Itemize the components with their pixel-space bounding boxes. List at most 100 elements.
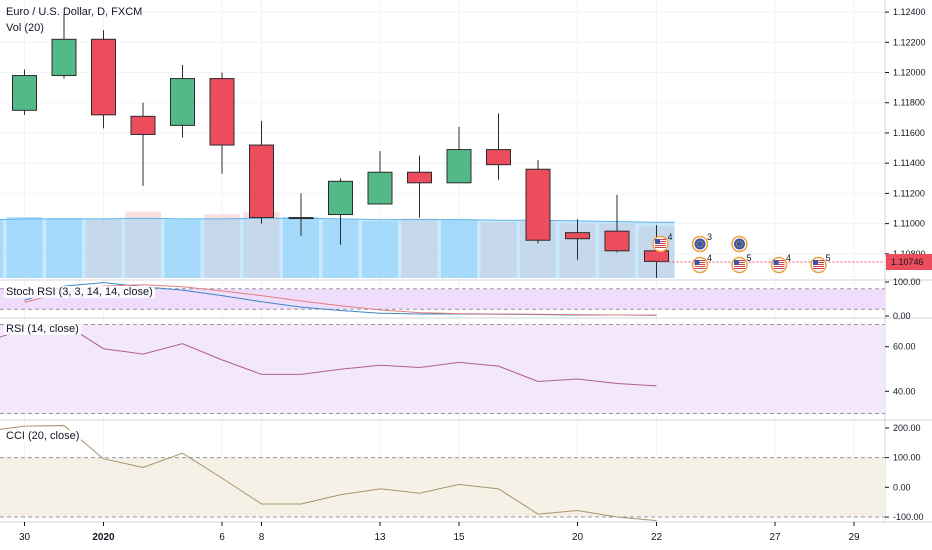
us-flag-icon: 4 <box>652 232 673 253</box>
us-flag-stripe <box>734 260 745 261</box>
y-tick-label: 1.11800 <box>893 98 925 108</box>
us-flag-stripe <box>734 266 745 267</box>
cci-y-tick-label: 100.00 <box>893 453 921 463</box>
stoch-rsi-y-tick-label: 100.00 <box>893 277 921 287</box>
us-flag-stripe <box>694 268 706 269</box>
rsi-legend: RSI (14, close) <box>4 323 81 335</box>
last-price-label: 1.10746 <box>891 257 924 267</box>
us-flag-canton <box>734 260 739 265</box>
volume-legend: Vol (20) <box>6 22 44 34</box>
candle-body <box>249 144 274 219</box>
x-tick-label: 15 <box>453 532 465 543</box>
candle-body <box>328 180 353 216</box>
y-tick-label: 1.12200 <box>893 37 926 47</box>
candle-body <box>486 149 511 166</box>
volume-bar <box>401 218 438 278</box>
candle-body <box>604 230 630 252</box>
x-tick-label: 13 <box>374 532 386 543</box>
candle-body <box>288 217 314 220</box>
volume-bar <box>441 219 477 278</box>
volume-bar <box>46 218 82 278</box>
x-tick-label: 6 <box>219 532 225 543</box>
volume-bar <box>125 211 161 278</box>
candle-body <box>407 171 432 184</box>
rsi-y-tick-label: 40.00 <box>893 386 916 396</box>
eu-stars <box>696 240 704 248</box>
x-tick-label: 29 <box>848 532 860 543</box>
us-flag-stripe <box>655 243 666 244</box>
candle-body <box>91 38 116 116</box>
cci-line <box>0 425 657 522</box>
eu-stars <box>736 240 743 248</box>
us-flag-icon: 4 <box>691 253 712 274</box>
us-flag-stripe <box>773 266 785 267</box>
stoch-rsi-legend: Stoch RSI (3, 3, 14, 14, close) <box>4 286 155 298</box>
candle-body <box>565 232 590 240</box>
us-flag-stripe <box>694 266 706 267</box>
us-flag-stripe <box>813 264 824 265</box>
x-tick-label: 30 <box>19 532 31 543</box>
us-flag-stripe <box>694 262 706 263</box>
event-count: 5 <box>747 253 752 263</box>
stoch-rsi-d-line <box>24 284 657 316</box>
volume-ma-area <box>0 218 675 278</box>
us-flag-stripe <box>813 260 824 261</box>
y-tick-label: 1.12000 <box>893 68 926 78</box>
candle-body <box>367 171 393 205</box>
us-flag-icon: 5 <box>731 253 752 274</box>
candle-body <box>130 115 156 135</box>
x-tick-label: 27 <box>769 532 781 543</box>
y-tick-label: 1.11200 <box>893 188 925 198</box>
candle-body <box>209 78 235 146</box>
us-flag-stripe <box>734 264 745 265</box>
event-count: 5 <box>826 253 831 263</box>
us-flag-stripe <box>813 268 824 269</box>
candle-body <box>170 78 195 126</box>
cci-band <box>0 457 885 518</box>
us-flag-stripe <box>655 245 666 246</box>
candle-body <box>446 149 472 184</box>
candle-body <box>51 38 77 77</box>
us-flag-stripe <box>734 262 745 263</box>
y-tick-label: 1.11400 <box>893 158 925 168</box>
y-tick-label: 1.10800 <box>893 249 926 259</box>
candle-body <box>525 168 551 241</box>
y-tick-label: 1.12400 <box>893 7 926 17</box>
stoch-rsi-y-tick-label: 0.00 <box>893 311 911 321</box>
x-tick-label: 8 <box>259 532 265 543</box>
us-flag-stripe <box>813 266 824 267</box>
cci-y-tick-label: 0.00 <box>893 482 911 492</box>
us-flag-stripe <box>694 260 706 261</box>
us-flag-stripe <box>694 264 706 265</box>
event-count: 4 <box>707 253 712 263</box>
y-tick-label: 1.11600 <box>893 128 925 138</box>
volume-bar <box>362 220 398 278</box>
us-flag-stripe <box>734 268 745 269</box>
eu-flag-icon: 3 <box>691 232 712 253</box>
us-flag-stripe <box>773 262 785 263</box>
us-flag-stripe <box>773 260 785 261</box>
eu-flag-disc <box>734 238 745 250</box>
us-flag-stripe <box>655 239 666 240</box>
event-count: 4 <box>668 232 673 242</box>
rsi-line <box>0 323 657 387</box>
us-flag-icon: 5 <box>810 253 831 274</box>
us-flag-canton <box>694 260 700 265</box>
volume-bar <box>85 219 122 278</box>
cci-y-tick-label: 200.00 <box>893 423 921 433</box>
us-flag-stripe <box>655 241 666 242</box>
eu-flag-disc <box>694 238 706 250</box>
rsi-y-tick-label: 60.00 <box>893 342 916 352</box>
x-tick-label: 20 <box>572 532 584 543</box>
volume-bar <box>164 219 201 278</box>
us-flag-icon: 4 <box>770 253 791 274</box>
us-flag-canton <box>773 260 779 265</box>
volume-bar <box>480 222 517 278</box>
volume-bar <box>0 219 3 278</box>
us-flag-stripe <box>773 264 785 265</box>
us-flag-stripe <box>655 247 666 248</box>
event-count: 3 <box>707 232 712 242</box>
rsi-band <box>0 324 885 414</box>
